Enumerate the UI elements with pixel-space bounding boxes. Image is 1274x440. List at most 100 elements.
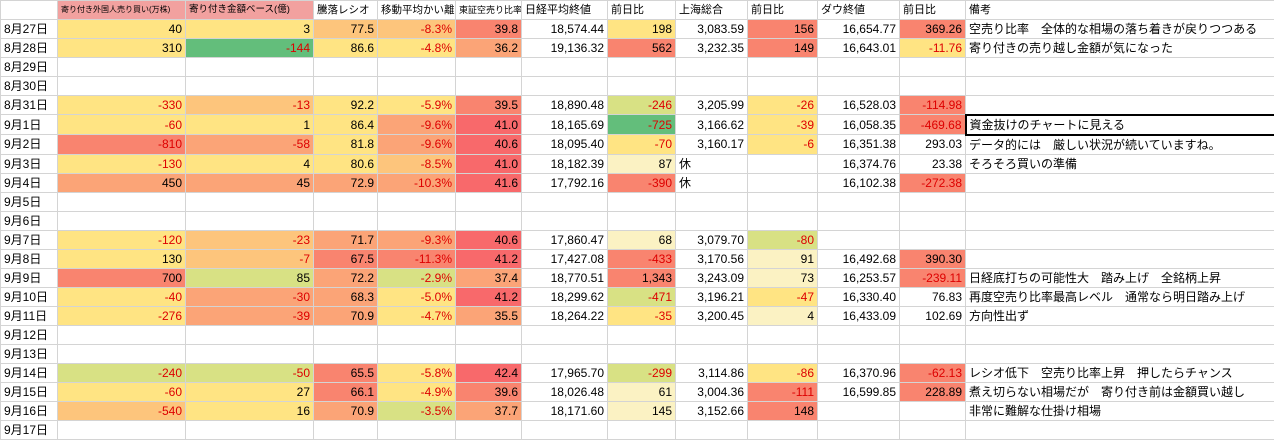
cell-dow-change[interactable] [900, 192, 966, 211]
cell-nikkei-close[interactable]: 18,890.48 [522, 96, 608, 115]
cell-nikkei-change[interactable]: -390 [608, 173, 676, 192]
cell-foreign-flow[interactable]: -330 [58, 96, 186, 115]
cell-nikkei-change[interactable]: 562 [608, 39, 676, 58]
cell-nikkei-close[interactable] [522, 192, 608, 211]
cell-nikkei-close[interactable]: 18,026.48 [522, 382, 608, 401]
cell-shanghai-composite[interactable] [676, 420, 748, 439]
cell-ma-deviation[interactable]: -5.9% [378, 96, 456, 115]
cell-shanghai-composite[interactable] [676, 325, 748, 344]
cell-nikkei-close[interactable]: 18,770.51 [522, 268, 608, 287]
cell-nikkei-close[interactable] [522, 325, 608, 344]
cell-nikkei-change[interactable]: 1,343 [608, 268, 676, 287]
cell-shanghai-composite[interactable]: 3,243.09 [676, 268, 748, 287]
cell-nikkei-change[interactable] [608, 325, 676, 344]
cell-shanghai-change[interactable]: -26 [748, 96, 818, 115]
cell-nikkei-close[interactable]: 17,427.08 [522, 249, 608, 268]
cell-dow-close[interactable]: 16,370.96 [818, 363, 900, 382]
cell-nikkei-close[interactable]: 17,792.16 [522, 173, 608, 192]
cell-nikkei-change[interactable] [608, 344, 676, 363]
cell-remarks[interactable]: レシオ低下 空売り比率上昇 押したらチャンス [966, 363, 1274, 382]
cell-updown-ratio[interactable]: 81.8 [314, 135, 378, 155]
cell-ma-deviation[interactable] [378, 77, 456, 96]
cell-date[interactable]: 9月13日 [1, 344, 58, 363]
cell-nikkei-close[interactable] [522, 420, 608, 439]
cell-updown-ratio[interactable]: 67.5 [314, 249, 378, 268]
cell-dow-close[interactable]: 16,599.85 [818, 382, 900, 401]
cell-shanghai-composite[interactable]: 休 [676, 173, 748, 192]
cell-dow-close[interactable]: 16,528.03 [818, 96, 900, 115]
cell-dow-change[interactable]: 369.26 [900, 20, 966, 39]
cell-dow-change[interactable]: -469.68 [900, 115, 966, 135]
cell-updown-ratio[interactable]: 86.4 [314, 115, 378, 135]
cell-dow-change[interactable]: -11.76 [900, 39, 966, 58]
cell-amount-base[interactable]: -50 [186, 363, 314, 382]
cell-foreign-flow[interactable] [58, 211, 186, 230]
cell-shanghai-composite[interactable]: 3,083.59 [676, 20, 748, 39]
cell-updown-ratio[interactable]: 70.9 [314, 401, 378, 420]
cell-dow-close[interactable] [818, 192, 900, 211]
cell-nikkei-close[interactable]: 18,574.44 [522, 20, 608, 39]
cell-remarks[interactable] [966, 325, 1274, 344]
cell-updown-ratio[interactable]: 80.6 [314, 154, 378, 173]
cell-ma-deviation[interactable]: -8.3% [378, 20, 456, 39]
column-header-nikkei-change[interactable]: 前日比 [608, 1, 676, 20]
cell-ma-deviation[interactable]: -5.8% [378, 363, 456, 382]
cell-foreign-flow[interactable]: -60 [58, 382, 186, 401]
cell-dow-close[interactable]: 16,492.68 [818, 249, 900, 268]
cell-shanghai-composite[interactable]: 3,196.21 [676, 287, 748, 306]
cell-date[interactable]: 9月4日 [1, 173, 58, 192]
cell-amount-base[interactable] [186, 77, 314, 96]
cell-remarks[interactable] [966, 420, 1274, 439]
cell-remarks[interactable]: データ的には 厳しい状況が続いていますね。 [966, 135, 1274, 155]
cell-ma-deviation[interactable]: -9.3% [378, 230, 456, 249]
cell-dow-close[interactable] [818, 211, 900, 230]
cell-foreign-flow[interactable]: 130 [58, 249, 186, 268]
cell-shanghai-composite[interactable]: 3,200.45 [676, 306, 748, 325]
cell-shanghai-change[interactable]: -39 [748, 115, 818, 135]
cell-dow-change[interactable]: 228.89 [900, 382, 966, 401]
cell-updown-ratio[interactable]: 77.5 [314, 20, 378, 39]
cell-updown-ratio[interactable]: 72.9 [314, 173, 378, 192]
cell-short-ratio[interactable]: 41.2 [456, 287, 522, 306]
cell-date[interactable]: 9月2日 [1, 135, 58, 155]
column-header-updown-ratio[interactable]: 騰落レシオ [314, 1, 378, 20]
cell-shanghai-change[interactable]: 149 [748, 39, 818, 58]
cell-short-ratio[interactable] [456, 58, 522, 77]
cell-ma-deviation[interactable] [378, 192, 456, 211]
cell-remarks[interactable]: 非常に難解な仕掛け相場 [966, 401, 1274, 420]
cell-dow-change[interactable]: 293.03 [900, 135, 966, 155]
cell-nikkei-change[interactable]: -35 [608, 306, 676, 325]
cell-ma-deviation[interactable] [378, 325, 456, 344]
cell-foreign-flow[interactable]: -276 [58, 306, 186, 325]
cell-amount-base[interactable] [186, 325, 314, 344]
cell-remarks[interactable] [966, 249, 1274, 268]
cell-ma-deviation[interactable]: -4.9% [378, 382, 456, 401]
cell-updown-ratio[interactable] [314, 211, 378, 230]
cell-foreign-flow[interactable]: -810 [58, 135, 186, 155]
cell-updown-ratio[interactable] [314, 420, 378, 439]
cell-ma-deviation[interactable] [378, 58, 456, 77]
cell-updown-ratio[interactable]: 72.2 [314, 268, 378, 287]
cell-nikkei-change[interactable]: -299 [608, 363, 676, 382]
cell-shanghai-composite[interactable]: 3,170.56 [676, 249, 748, 268]
cell-dow-change[interactable]: 390.30 [900, 249, 966, 268]
cell-short-ratio[interactable]: 39.6 [456, 382, 522, 401]
cell-foreign-flow[interactable] [58, 344, 186, 363]
cell-nikkei-change[interactable]: -725 [608, 115, 676, 135]
cell-nikkei-change[interactable]: -70 [608, 135, 676, 155]
cell-amount-base[interactable]: 3 [186, 20, 314, 39]
cell-date[interactable]: 9月14日 [1, 363, 58, 382]
cell-date[interactable]: 9月17日 [1, 420, 58, 439]
column-header-remarks[interactable]: 備考 [966, 1, 1274, 20]
cell-amount-base[interactable] [186, 344, 314, 363]
cell-date[interactable]: 9月7日 [1, 230, 58, 249]
cell-shanghai-change[interactable] [748, 211, 818, 230]
cell-short-ratio[interactable]: 39.8 [456, 20, 522, 39]
cell-remarks[interactable]: 再度空売り比率最高レベル 通常なら明日踏み上げ [966, 287, 1274, 306]
cell-nikkei-change[interactable]: 198 [608, 20, 676, 39]
cell-nikkei-close[interactable]: 18,095.40 [522, 135, 608, 155]
cell-updown-ratio[interactable]: 68.3 [314, 287, 378, 306]
cell-foreign-flow[interactable]: -240 [58, 363, 186, 382]
cell-shanghai-composite[interactable] [676, 344, 748, 363]
cell-amount-base[interactable]: -58 [186, 135, 314, 155]
